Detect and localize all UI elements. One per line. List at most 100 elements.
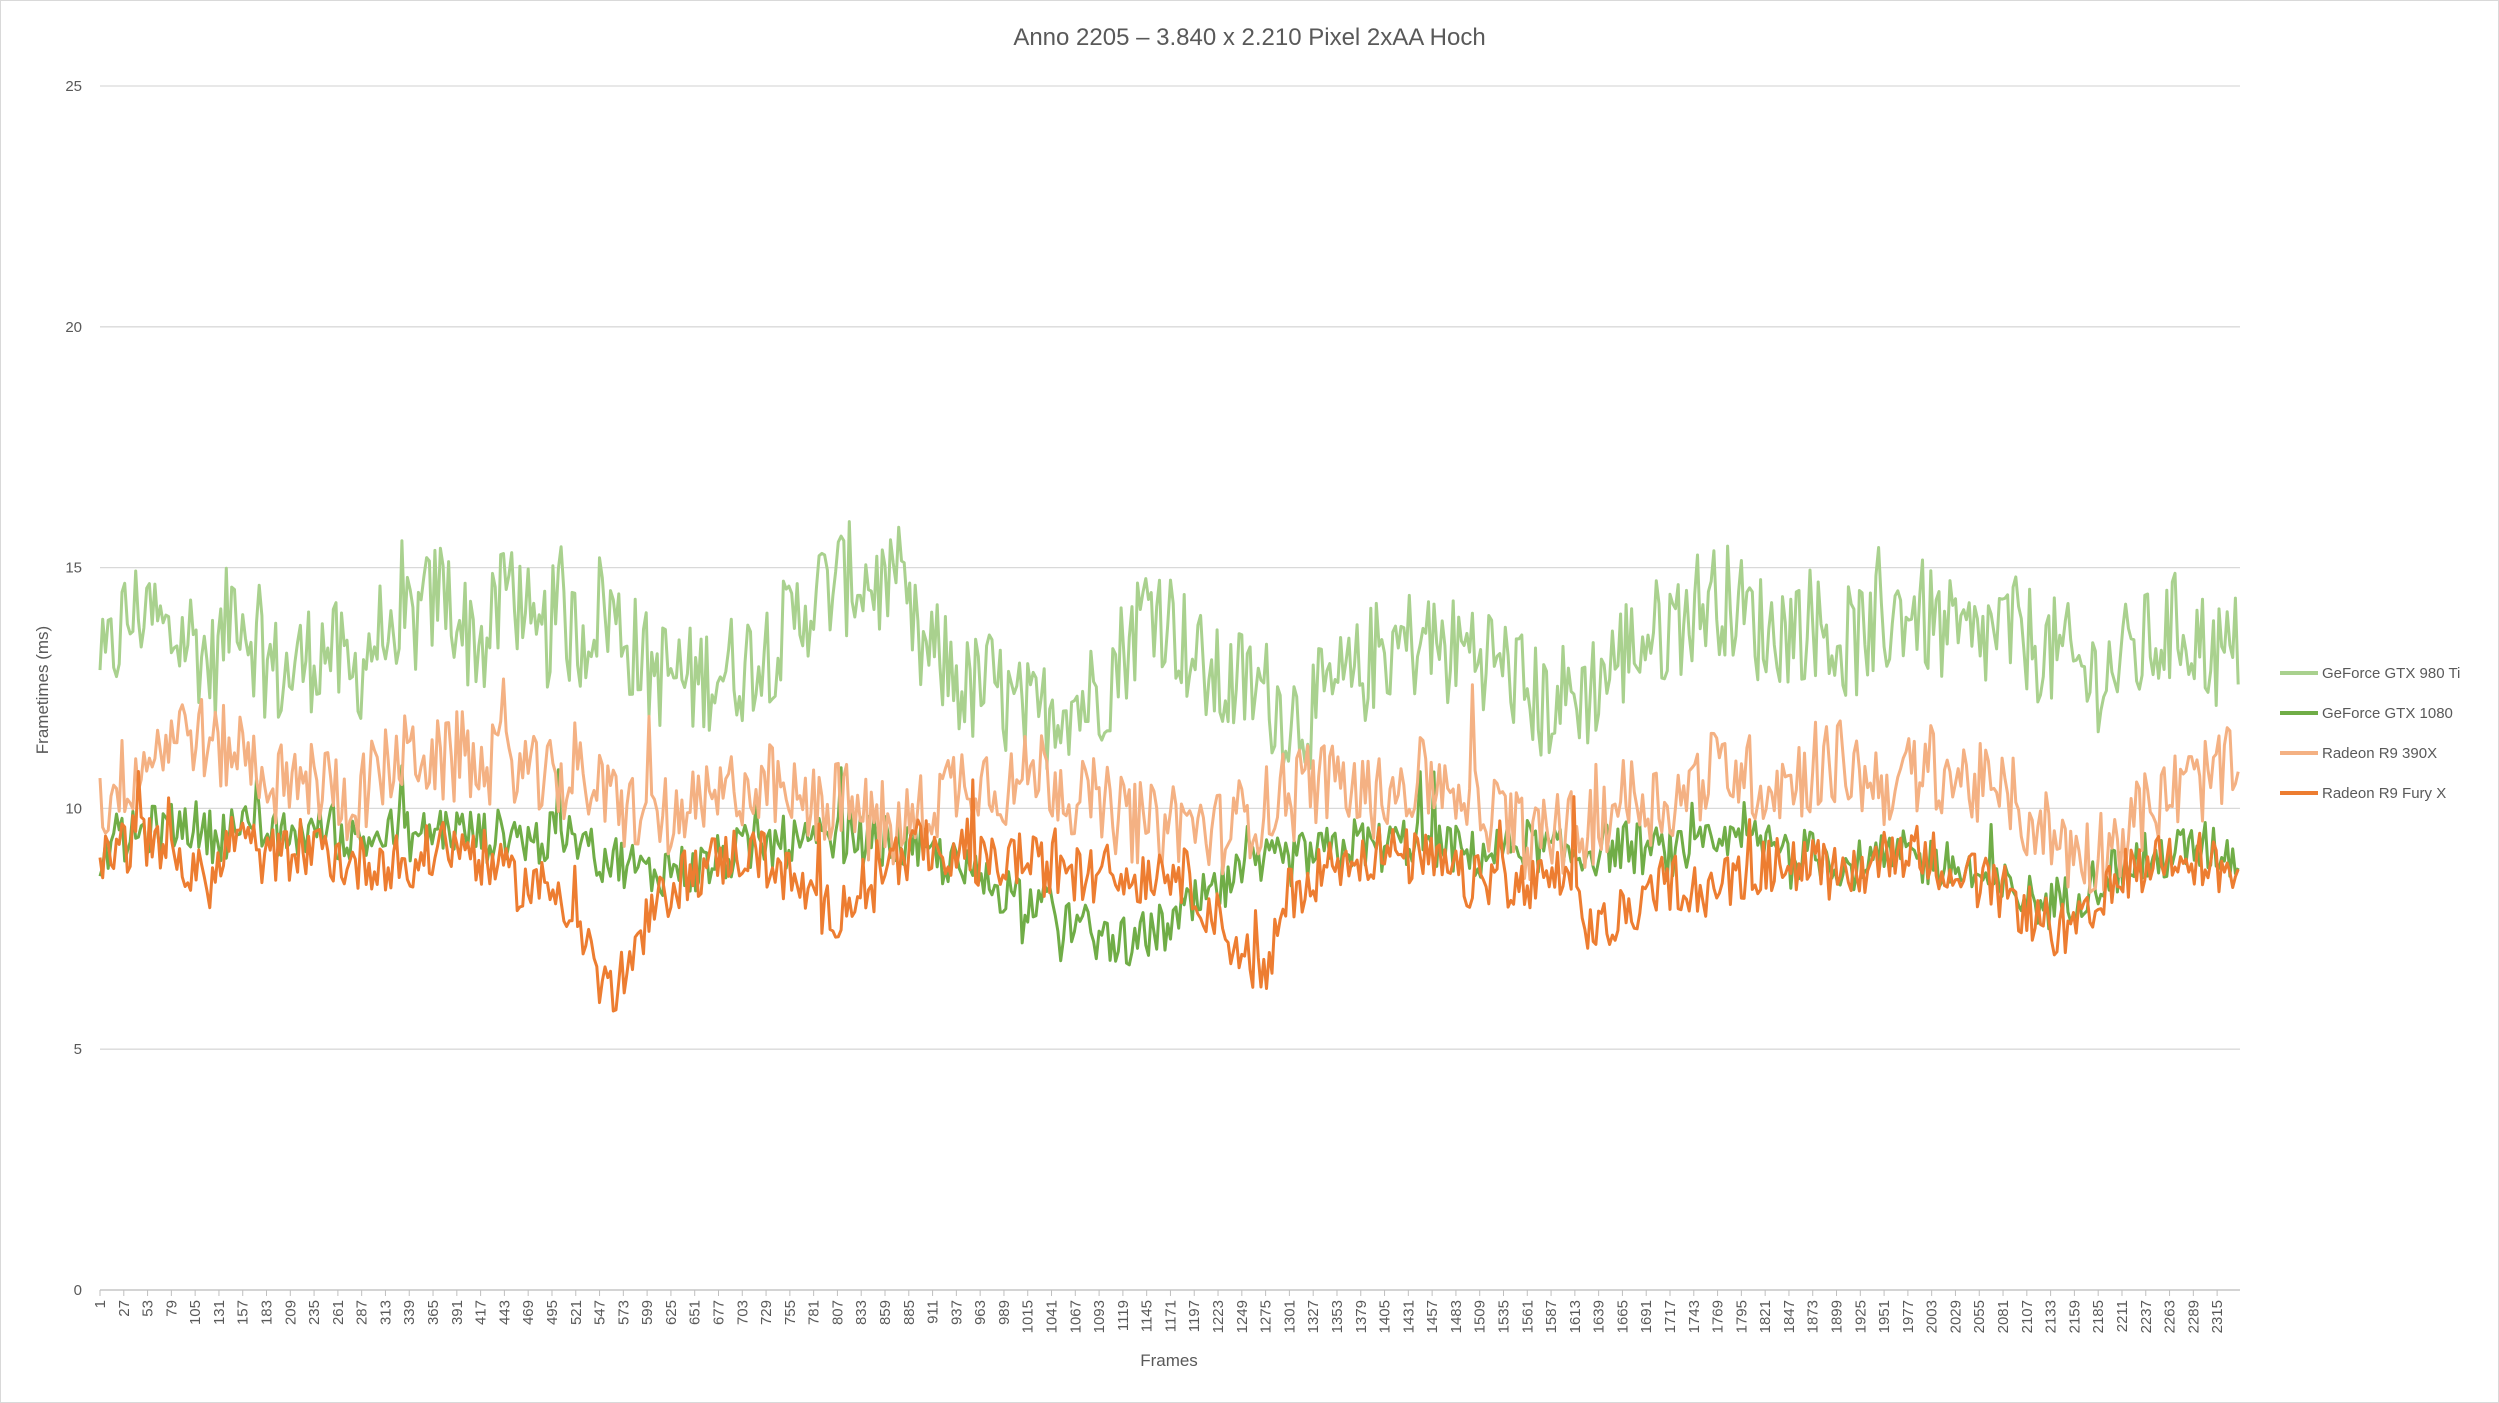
y-tick-label: 25	[65, 78, 82, 95]
x-tick-label: 2211	[2114, 1300, 2131, 1332]
x-tick-label: 469	[520, 1300, 537, 1325]
x-tick-label: 2055	[1971, 1300, 1988, 1333]
x-tick-label: 495	[544, 1300, 561, 1325]
x-tick-label: 2263	[2162, 1300, 2179, 1333]
x-tick-label: 1067	[1067, 1300, 1084, 1333]
x-tick-label: 313	[377, 1300, 394, 1325]
x-tick-label: 1873	[1805, 1300, 1822, 1333]
x-tick-label: 1639	[1591, 1300, 1608, 1333]
legend-label: Radeon R9 390X	[2322, 745, 2437, 762]
legend-label: Radeon R9 Fury X	[2322, 785, 2446, 802]
x-tick-label: 2029	[1947, 1300, 1964, 1333]
x-tick-label: 1301	[1281, 1300, 1298, 1333]
x-tick-label: 1483	[1448, 1300, 1465, 1333]
series-line-3	[98, 770, 2240, 1013]
y-tick-label: 20	[65, 319, 82, 336]
x-tick-label: 131	[211, 1300, 228, 1325]
x-tick-label: 1925	[1852, 1300, 1869, 1333]
x-tick-label: 27	[116, 1300, 133, 1317]
x-tick-label: 1509	[1472, 1300, 1489, 1333]
x-tick-label: 1249	[1234, 1300, 1251, 1333]
x-tick-label: 1951	[1876, 1300, 1893, 1333]
x-tick-label: 1275	[1258, 1300, 1275, 1333]
x-tick-label: 391	[449, 1300, 466, 1325]
x-tick-label: 1327	[1305, 1300, 1322, 1333]
x-tick-label: 2185	[2090, 1300, 2107, 1333]
x-tick-label: 781	[806, 1300, 823, 1325]
series-line-2	[98, 677, 2240, 894]
x-tick-label: 105	[187, 1300, 204, 1325]
x-tick-label: 703	[734, 1300, 751, 1325]
x-tick-label: 1353	[1329, 1300, 1346, 1333]
x-tick-label: 1665	[1614, 1300, 1631, 1333]
x-tick-label: 807	[829, 1300, 846, 1325]
x-tick-label: 1223	[1210, 1300, 1227, 1333]
x-tick-label: 729	[758, 1300, 775, 1325]
x-tick-label: 1821	[1757, 1300, 1774, 1333]
x-tick-label: 209	[282, 1300, 299, 1325]
x-tick-label: 1899	[1829, 1300, 1846, 1333]
x-tick-label: 1457	[1424, 1300, 1441, 1333]
x-tick-label: 1145	[1139, 1300, 1156, 1332]
x-tick-label: 833	[853, 1300, 870, 1325]
legend-label: GeForce GTX 1080	[2322, 705, 2453, 722]
x-tick-label: 989	[996, 1300, 1013, 1325]
x-tick-label: 1717	[1662, 1300, 1679, 1333]
x-tick-label: 339	[401, 1300, 418, 1325]
x-tick-label: 1561	[1519, 1300, 1536, 1333]
x-tick-label: 1847	[1781, 1300, 1798, 1333]
x-tick-label: 1379	[1353, 1300, 1370, 1333]
x-axis-title: Frames	[1140, 1351, 1198, 1370]
legend-label: GeForce GTX 980 Ti	[2322, 665, 2460, 682]
x-tick-label: 1015	[1020, 1300, 1037, 1333]
x-tick-label: 521	[568, 1300, 585, 1325]
y-tick-label: 5	[74, 1041, 82, 1058]
y-axis-title: Frametimes (ms)	[33, 626, 52, 754]
series-line-0	[98, 520, 2240, 771]
x-tick-label: 365	[425, 1300, 442, 1325]
x-tick-label: 755	[782, 1300, 799, 1325]
x-tick-label: 677	[710, 1300, 727, 1325]
x-tick-label: 911	[925, 1300, 942, 1324]
x-tick-label: 1535	[1495, 1300, 1512, 1333]
x-tick-label: 1093	[1091, 1300, 1108, 1333]
x-tick-label: 599	[639, 1300, 656, 1325]
x-tick-label: 1171	[1162, 1300, 1179, 1332]
x-tick-label: 1691	[1638, 1300, 1655, 1333]
x-tick-label: 1119	[1115, 1300, 1132, 1331]
x-tick-label: 573	[615, 1300, 632, 1325]
x-tick-label: 2289	[2185, 1300, 2202, 1333]
x-tick-label: 547	[592, 1300, 609, 1325]
y-tick-label: 10	[65, 800, 82, 817]
x-tick-label: 2237	[2138, 1300, 2155, 1333]
x-tick-label: 443	[496, 1300, 513, 1325]
x-tick-label: 2133	[2043, 1300, 2060, 1333]
x-tick-label: 417	[473, 1300, 490, 1325]
chart-title: Anno 2205 – 3.840 x 2.210 Pixel 2xAA Hoc…	[1013, 24, 1486, 51]
x-tick-label: 1	[92, 1300, 109, 1308]
x-tick-label: 287	[354, 1300, 371, 1325]
y-tick-label: 15	[65, 560, 82, 577]
x-tick-label: 937	[948, 1300, 965, 1325]
x-tick-label: 963	[972, 1300, 989, 1325]
gridlines	[100, 85, 2240, 1291]
x-tick-label: 2315	[2209, 1300, 2226, 1333]
x-tick-label: 2159	[2066, 1300, 2083, 1333]
x-tick-label: 1405	[1377, 1300, 1394, 1333]
x-tick-label: 1743	[1686, 1300, 1703, 1333]
x-tick-label: 79	[163, 1300, 180, 1317]
x-tick-label: 651	[687, 1300, 704, 1325]
series-lines	[98, 520, 2240, 1013]
x-tick-label: 1041	[1044, 1300, 1061, 1333]
x-tick-label: 1795	[1733, 1300, 1750, 1333]
x-tick-label: 625	[663, 1300, 680, 1325]
legend: GeForce GTX 980 Ti GeForce GTX 1080 Radeon…	[2280, 665, 2460, 802]
x-tick-label: 261	[330, 1300, 347, 1325]
x-tick-label: 235	[306, 1300, 323, 1325]
x-tick-label: 1431	[1400, 1300, 1417, 1333]
x-tick-label: 1977	[1900, 1300, 1917, 1333]
x-tick-label: 1613	[1567, 1300, 1584, 1333]
